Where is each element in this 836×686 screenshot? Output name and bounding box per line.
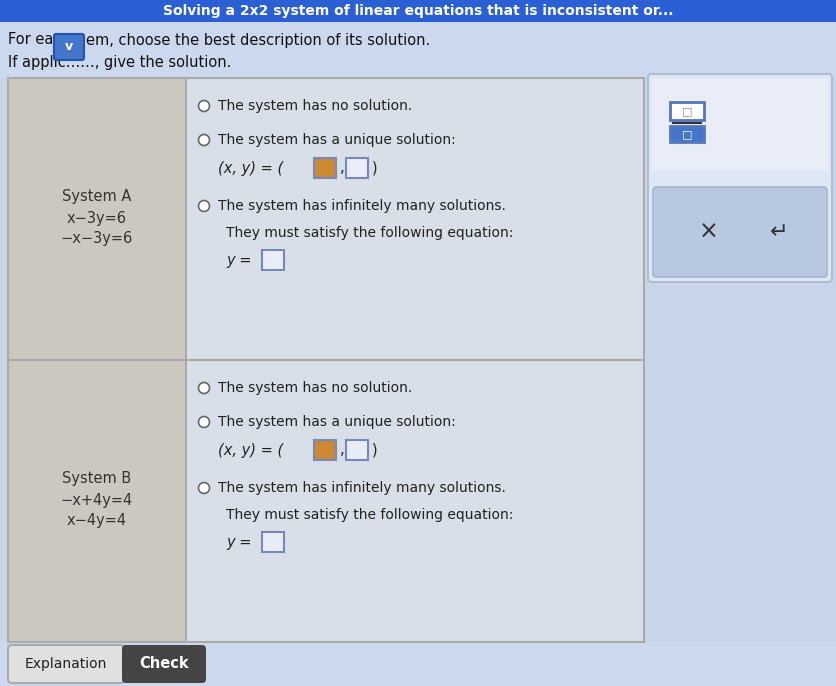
- Text: y =: y =: [226, 252, 252, 268]
- Text: The system has no solution.: The system has no solution.: [218, 381, 412, 395]
- Text: −x+4y=4: −x+4y=4: [61, 493, 133, 508]
- Circle shape: [198, 383, 210, 394]
- FancyBboxPatch shape: [262, 250, 284, 270]
- Text: They must satisfy the following equation:: They must satisfy the following equation…: [226, 226, 513, 240]
- Text: Explanation: Explanation: [25, 657, 107, 671]
- FancyBboxPatch shape: [0, 642, 836, 686]
- Text: For eac: For eac: [8, 32, 61, 47]
- FancyBboxPatch shape: [314, 158, 336, 178]
- Text: v: v: [65, 40, 73, 54]
- FancyBboxPatch shape: [346, 158, 368, 178]
- FancyBboxPatch shape: [652, 78, 828, 170]
- Text: x−3y=6: x−3y=6: [67, 211, 127, 226]
- Text: ×: ×: [698, 220, 718, 244]
- Circle shape: [198, 200, 210, 211]
- FancyBboxPatch shape: [653, 187, 827, 277]
- FancyBboxPatch shape: [314, 440, 336, 460]
- Text: The system has a unique solution:: The system has a unique solution:: [218, 415, 456, 429]
- FancyBboxPatch shape: [0, 22, 836, 78]
- FancyBboxPatch shape: [670, 102, 704, 120]
- FancyBboxPatch shape: [122, 645, 206, 683]
- Text: ,: ,: [340, 161, 344, 176]
- FancyBboxPatch shape: [346, 440, 368, 460]
- Text: □: □: [681, 106, 692, 116]
- Text: The system has infinitely many solutions.: The system has infinitely many solutions…: [218, 481, 506, 495]
- FancyBboxPatch shape: [8, 78, 186, 360]
- FancyBboxPatch shape: [8, 645, 124, 683]
- Text: System A: System A: [63, 189, 132, 204]
- FancyBboxPatch shape: [186, 360, 644, 642]
- Text: (x, y) = (: (x, y) = (: [218, 442, 283, 458]
- FancyBboxPatch shape: [262, 532, 284, 552]
- FancyBboxPatch shape: [670, 126, 704, 142]
- Circle shape: [198, 134, 210, 145]
- Text: The system has a unique solution:: The system has a unique solution:: [218, 133, 456, 147]
- Text: The system has infinitely many solutions.: The system has infinitely many solutions…: [218, 199, 506, 213]
- Text: Solving a 2x2 system of linear equations that is inconsistent or...: Solving a 2x2 system of linear equations…: [163, 4, 673, 18]
- FancyBboxPatch shape: [54, 34, 84, 60]
- Text: □: □: [681, 129, 692, 139]
- Text: They must satisfy the following equation:: They must satisfy the following equation…: [226, 508, 513, 522]
- Text: The system has no solution.: The system has no solution.: [218, 99, 412, 113]
- Text: ,: ,: [340, 442, 344, 458]
- Text: ): ): [372, 442, 378, 458]
- Text: (x, y) = (: (x, y) = (: [218, 161, 283, 176]
- Text: System B: System B: [63, 471, 131, 486]
- Text: ): ): [372, 161, 378, 176]
- Text: y =: y =: [226, 534, 252, 549]
- Circle shape: [198, 482, 210, 493]
- Text: If applic……, give the solution.: If applic……, give the solution.: [8, 54, 232, 69]
- FancyBboxPatch shape: [648, 74, 832, 282]
- FancyBboxPatch shape: [8, 360, 186, 642]
- FancyBboxPatch shape: [0, 0, 836, 22]
- Text: em, choose the best description of its solution.: em, choose the best description of its s…: [86, 32, 431, 47]
- Circle shape: [198, 101, 210, 112]
- FancyBboxPatch shape: [652, 78, 828, 170]
- Text: Check: Check: [139, 657, 189, 672]
- Circle shape: [198, 416, 210, 427]
- Text: ↵: ↵: [769, 222, 788, 242]
- FancyBboxPatch shape: [186, 78, 644, 360]
- Text: x−4y=4: x−4y=4: [67, 514, 127, 528]
- Text: −x−3y=6: −x−3y=6: [61, 231, 133, 246]
